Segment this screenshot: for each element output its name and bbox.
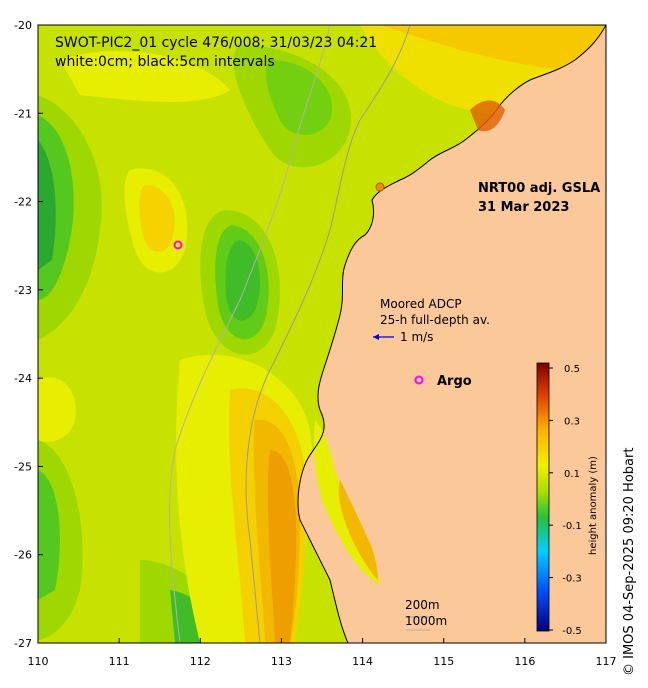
colorbar-ticks: 0.5 0.3 0.1 -0.1 -0.3 -0.5 (549, 364, 582, 637)
x-tick-label: 116 (514, 655, 535, 668)
adcp-label: Moored ADCP (380, 297, 462, 311)
mooring-marker[interactable] (375, 182, 385, 192)
argo-legend-marker (414, 375, 424, 385)
product-date: 31 Mar 2023 (478, 200, 569, 215)
x-tick-label: 113 (271, 655, 292, 668)
isobath-1000m (169, 25, 331, 643)
x-tick-label: 112 (190, 655, 211, 668)
y-tick-label: -20 (14, 19, 32, 32)
colorbar-tick-label: 0.5 (564, 364, 580, 375)
y-tick-label: -24 (14, 372, 32, 385)
colorbar-label: height anomaly (m) (588, 456, 599, 555)
map-frame (37, 24, 607, 644)
shelf-streak (470, 100, 505, 132)
isobath-200-label: 200m (405, 598, 440, 612)
colorbar-tick-label: -0.3 (562, 574, 582, 585)
isobath-1000-label: 1000m (405, 614, 447, 628)
adcp-sublabel: 25-h full-depth av. (380, 313, 490, 327)
y-tick-label: -22 (14, 196, 32, 209)
isobath-200m (245, 25, 411, 643)
peninsula (315, 510, 351, 605)
map-subtitle: white:0cm; black:5cm intervals (55, 54, 275, 70)
adcp-scale-arrow (373, 334, 394, 340)
x-axis: 110 111 112 113 114 115 116 117 (28, 638, 617, 668)
y-tick-label: -21 (14, 107, 32, 120)
colorbar-tick-label: 0.3 (564, 416, 580, 427)
colorbar-ramp (536, 362, 550, 632)
colorbar-tick-label: -0.5 (562, 626, 582, 637)
negative-anomaly-patches (38, 45, 352, 643)
adcp-scale-label: 1 m/s (400, 330, 433, 344)
shark-bay-inner (338, 480, 378, 580)
colorbar-tick-label: 0.1 (564, 469, 580, 480)
argo-legend-label: Argo (437, 374, 472, 389)
x-tick-label: 111 (109, 655, 130, 668)
y-axis: -20 -21 -22 -23 -24 -25 -26 -27 (14, 19, 43, 650)
map-title: SWOT-PIC2_01 cycle 476/008; 31/03/23 04:… (55, 35, 377, 51)
y-tick-label: -23 (14, 284, 32, 297)
map-plot-area (38, 25, 606, 643)
colorbar-tick-label: -0.1 (562, 521, 582, 532)
x-tick-label: 114 (352, 655, 373, 668)
argo-marker[interactable] (173, 240, 183, 250)
copyright-text: © IMOS 04-Sep-2025 09:20 Hobart (622, 448, 637, 676)
x-tick-label: 110 (28, 655, 49, 668)
coastline (297, 25, 606, 643)
copyright-container: © IMOS 04-Sep-2025 09:20 Hobart (618, 380, 638, 680)
y-tick-label: -25 (14, 460, 32, 473)
y-tick-label: -27 (14, 637, 32, 650)
colorbar: 0.5 0.3 0.1 -0.1 -0.3 -0.5 height anomaly (m) (536, 362, 599, 637)
product-label: NRT00 adj. GSLA (478, 181, 600, 196)
x-tick-label: 117 (596, 655, 617, 668)
y-tick-label: -26 (14, 549, 32, 562)
x-tick-label: 115 (433, 655, 454, 668)
land-mass (298, 25, 606, 643)
